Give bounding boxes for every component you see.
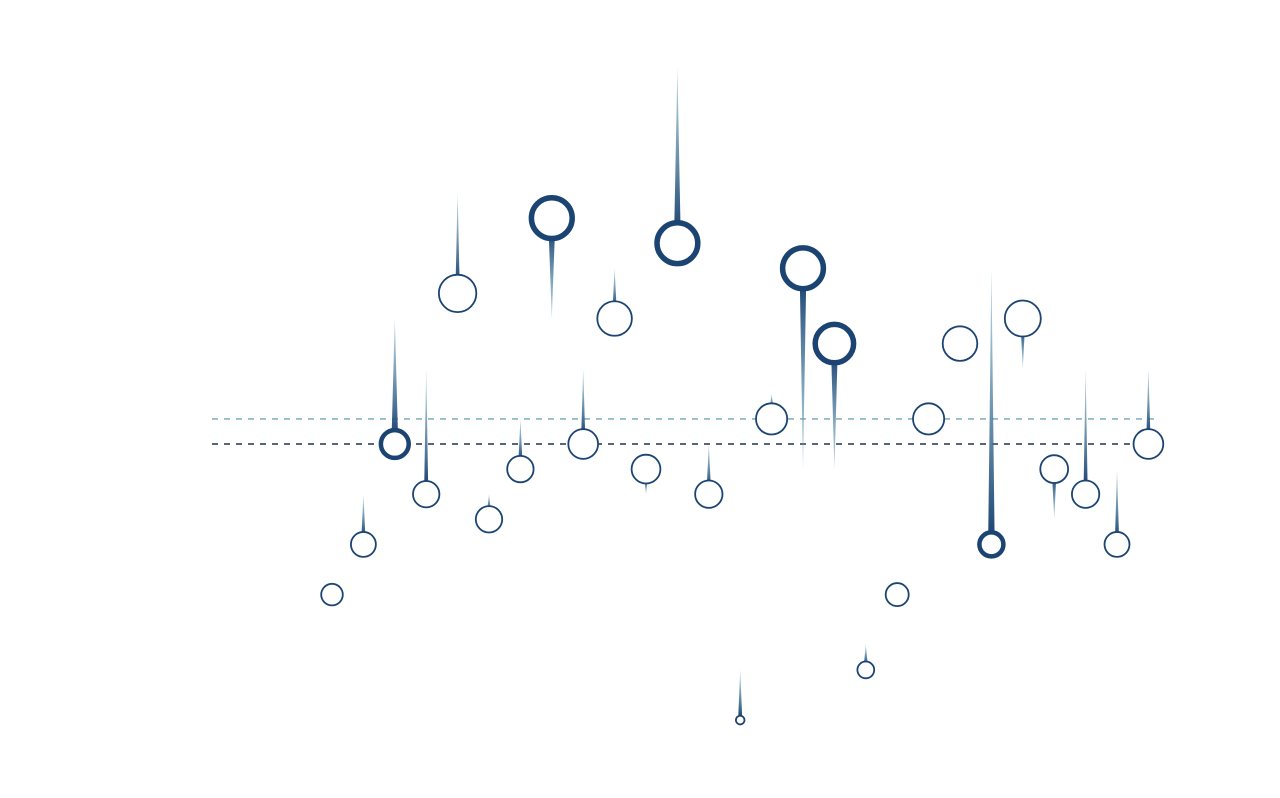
data-point-23 bbox=[1003, 299, 1042, 338]
data-point-5 bbox=[437, 273, 478, 314]
data-point-20 bbox=[912, 402, 946, 436]
data-point-27 bbox=[1132, 428, 1165, 460]
stem-10 bbox=[612, 268, 617, 309]
stem-18 bbox=[863, 644, 868, 665]
data-point-9 bbox=[567, 428, 599, 460]
stem-4 bbox=[424, 368, 429, 487]
stem-23 bbox=[1020, 329, 1025, 369]
stem-2 bbox=[361, 494, 366, 537]
reference-lines bbox=[212, 418, 1160, 445]
stem-12 bbox=[674, 67, 681, 231]
data-point-8 bbox=[528, 194, 575, 242]
data-point-25 bbox=[1071, 479, 1101, 509]
data-point-10 bbox=[596, 300, 633, 337]
data-point-11 bbox=[630, 453, 662, 485]
stem-3 bbox=[391, 318, 398, 436]
stem-25 bbox=[1083, 368, 1088, 486]
stem-5 bbox=[455, 193, 460, 283]
data-point-6 bbox=[474, 505, 504, 534]
data-point-15 bbox=[755, 402, 789, 436]
data-point-17 bbox=[812, 321, 857, 366]
stem-13 bbox=[706, 444, 711, 486]
data-point-22 bbox=[977, 530, 1006, 559]
data-point-26 bbox=[1103, 531, 1131, 558]
stem-8 bbox=[548, 230, 555, 319]
data-point-21 bbox=[941, 325, 979, 362]
stems-layer bbox=[361, 67, 1151, 718]
data-point-24 bbox=[1039, 454, 1070, 484]
data-point-16 bbox=[779, 245, 827, 292]
markers-layer bbox=[320, 194, 1165, 726]
stem-24 bbox=[1052, 477, 1057, 520]
data-point-18 bbox=[856, 660, 876, 680]
data-point-7 bbox=[506, 454, 535, 484]
data-point-12 bbox=[654, 220, 701, 267]
stem-22 bbox=[988, 268, 995, 538]
stem-16 bbox=[799, 280, 807, 470]
stem-17 bbox=[831, 355, 838, 470]
stem-14 bbox=[738, 669, 743, 718]
data-point-13 bbox=[694, 479, 724, 509]
stem-27 bbox=[1146, 368, 1151, 436]
data-point-3 bbox=[378, 427, 411, 461]
stem-7 bbox=[518, 418, 523, 462]
stem-26 bbox=[1115, 469, 1119, 537]
data-point-2 bbox=[350, 531, 377, 558]
data-point-14 bbox=[734, 714, 746, 726]
data-point-1 bbox=[320, 582, 344, 607]
data-point-4 bbox=[412, 480, 441, 509]
stem-9 bbox=[581, 368, 586, 436]
data-point-19 bbox=[884, 582, 910, 608]
